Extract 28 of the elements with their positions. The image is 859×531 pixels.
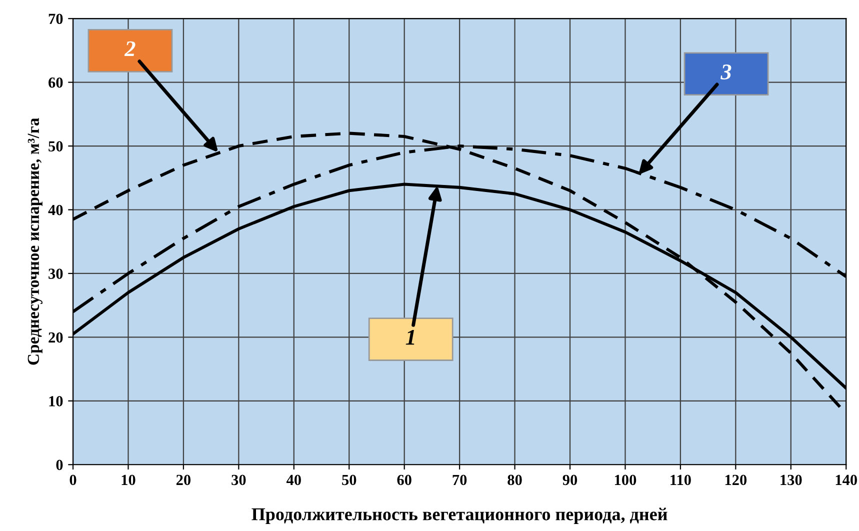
x-tick-label: 130	[780, 474, 802, 486]
x-tick-label: 90	[562, 474, 578, 486]
y-axis-title: Среднесуточное испарение, м³/га	[28, 118, 42, 365]
y-tick-label: 70	[48, 14, 63, 24]
x-tick-label: 30	[232, 474, 246, 486]
x-tick-label: 10	[122, 474, 136, 486]
x-tick-label: 50	[342, 474, 356, 486]
x-tick-label: 0	[70, 474, 76, 486]
x-tick-label: 140	[836, 474, 857, 486]
y-tick-label: 40	[48, 204, 63, 216]
x-tick-label: 120	[725, 474, 747, 486]
x-tick-label: 100	[614, 474, 636, 486]
y-tick-label: 20	[48, 332, 63, 343]
y-tick-label: 0	[56, 460, 63, 470]
y-tick-label: 60	[48, 77, 63, 88]
annotation: 3	[720, 64, 732, 80]
y-tick-label: 30	[48, 268, 63, 279]
annotation: 1	[406, 330, 414, 345]
x-tick-label: 60	[397, 474, 412, 486]
y-tick-label: 10	[49, 396, 63, 406]
annotation: 2	[124, 41, 136, 56]
x-tick-label: 40	[286, 474, 301, 486]
x-tick-label: 80	[508, 474, 522, 486]
x-axis-title: Продолжительность вегетационного периода, дней	[252, 508, 668, 524]
y-tick-label: 50	[48, 141, 63, 152]
x-tick-label: 110	[670, 474, 691, 486]
x-tick-label: 70	[452, 474, 467, 486]
x-tick-label: 20	[176, 474, 191, 486]
